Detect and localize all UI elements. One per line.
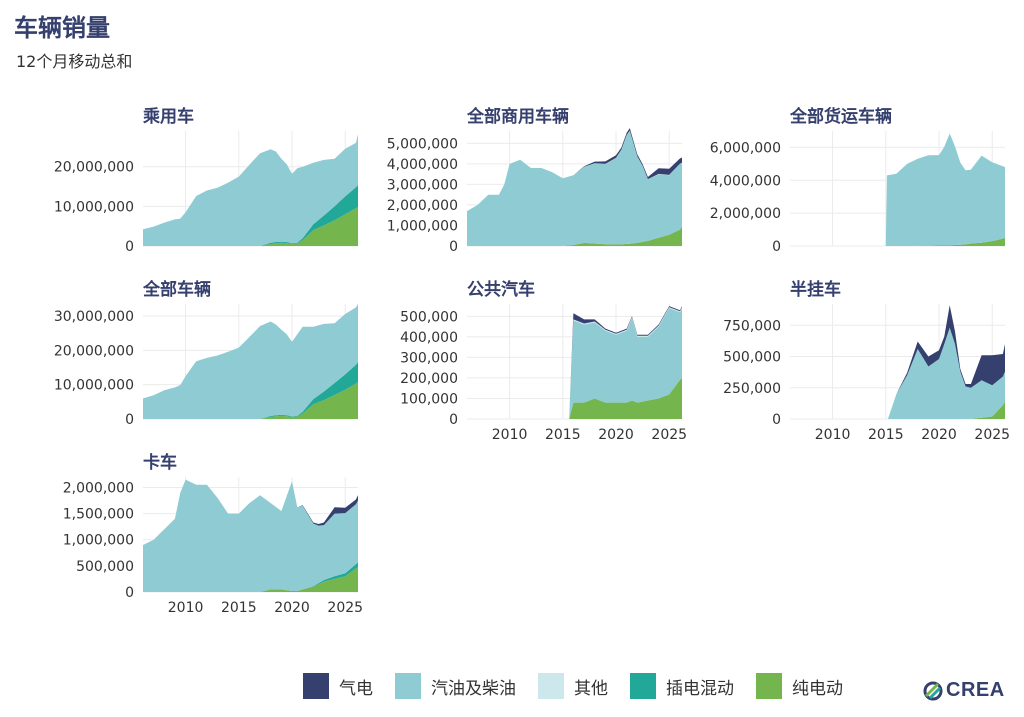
x-tick-label: 2025 (327, 600, 363, 616)
chart-panel-4: 全部车辆 0 10,000,000 20,000,000 30,000,000 (54, 279, 358, 428)
legend-swatch-bev (756, 673, 782, 699)
x-tick-label: 2015 (545, 427, 581, 443)
x-tick-label: 2020 (274, 600, 310, 616)
y-tick-label: 0 (449, 412, 458, 428)
area-ice (143, 479, 358, 592)
y-tick-label: 0 (449, 239, 458, 255)
y-tick-label: 400,000 (400, 330, 458, 346)
legend-label-other: 其他 (574, 678, 608, 699)
chart-panel-1: 乘用车 0 10,000,000 20,000,000 (54, 106, 358, 255)
legend-item-other: 其他 (538, 673, 608, 699)
crea-logo: CREA (923, 679, 1005, 702)
chart-panel-7: 卡车 0 500,000 1,000,000 1,500,000 2,000,000 201… (63, 452, 363, 616)
area-bev (562, 377, 682, 419)
y-tick-label: 500,000 (76, 559, 134, 575)
y-tick-label: 10,000,000 (54, 378, 134, 394)
legend-item-phev: 插电混动 (630, 673, 734, 699)
y-tick-label: 750,000 (723, 318, 781, 334)
y-tick-label: 2,000,000 (710, 206, 781, 222)
legend-swatch-ice (395, 673, 421, 699)
legend-item-cng: 气电 (303, 673, 373, 699)
y-tick-label: 200,000 (400, 371, 458, 387)
area-cng (562, 306, 682, 419)
legend-label-cng: 气电 (339, 678, 373, 699)
y-tick-label: 20,000,000 (54, 160, 134, 176)
y-tick-label: 4,000,000 (387, 157, 458, 173)
y-tick-label: 3,000,000 (387, 177, 458, 193)
y-tick-label: 100,000 (400, 391, 458, 407)
chart-panel-6: 半挂车 0 250,000 500,000 750,000 2010 2015 2020 202… (723, 279, 1010, 443)
panel-title: 公共汽车 (467, 279, 535, 300)
crea-logo-text: CREA (946, 679, 1005, 701)
chart-panel-2: 全部商用车辆 0 1,000,000 2,000,000 3,000,000 4,000,… (387, 106, 682, 255)
x-tick-label: 2015 (221, 600, 257, 616)
panel-title: 卡车 (143, 452, 177, 473)
y-tick-label: 1,500,000 (63, 507, 134, 523)
y-tick-label: 250,000 (723, 381, 781, 397)
x-tick-label: 2025 (974, 427, 1010, 443)
page-title: 车辆销量 (14, 14, 110, 42)
x-tick-label: 2010 (492, 427, 528, 443)
area-ice (885, 327, 1005, 419)
chart-panel-5: 公共汽车 0 100,000 200,000 300,000 400,000 500,000… (400, 279, 687, 443)
area-bev (885, 401, 1005, 419)
legend-label-ice: 汽油及柴油 (431, 678, 516, 699)
area-ice (467, 130, 682, 246)
legend-swatch-other (538, 673, 564, 699)
y-tick-label: 6,000,000 (710, 140, 781, 156)
crea-logo-icon (923, 681, 943, 700)
area-ice (143, 303, 358, 419)
area-ice (885, 133, 1005, 246)
panel-title: 全部商用车辆 (466, 106, 569, 127)
area-cng (885, 305, 1005, 419)
area-bev (143, 566, 358, 592)
x-tick-label: 2015 (868, 427, 904, 443)
legend-item-ice: 汽油及柴油 (395, 673, 516, 699)
y-tick-label: 2,000,000 (63, 480, 134, 496)
panel-title: 乘用车 (142, 106, 194, 127)
legend-swatch-cng (303, 673, 329, 699)
x-tick-label: 2010 (168, 600, 204, 616)
y-tick-label: 4,000,000 (710, 173, 781, 189)
y-tick-label: 30,000,000 (54, 309, 134, 325)
y-tick-label: 1,000,000 (387, 218, 458, 234)
y-tick-label: 500,000 (723, 350, 781, 366)
legend-item-bev: 纯电动 (756, 673, 843, 699)
x-tick-label: 2025 (651, 427, 687, 443)
chart-panel-3: 全部货运车辆 0 2,000,000 4,000,000 6,000,000 (710, 106, 1005, 255)
y-tick-label: 2,000,000 (387, 198, 458, 214)
y-tick-label: 20,000,000 (54, 343, 134, 359)
panel-title: 全部货运车辆 (789, 106, 892, 127)
y-tick-label: 0 (772, 412, 781, 428)
area-bev (467, 226, 682, 246)
x-tick-label: 2010 (815, 427, 851, 443)
y-tick-label: 0 (125, 412, 134, 428)
y-tick-label: 5,000,000 (387, 136, 458, 152)
legend: 气电 汽油及柴油 其他 插电混动 纯电动 (303, 672, 865, 700)
area-ice (562, 308, 682, 419)
legend-label-bev: 纯电动 (792, 678, 843, 699)
panel-title: 全部车辆 (142, 279, 211, 300)
page-subtitle: 12个月移动总和 (16, 52, 133, 71)
y-tick-label: 0 (125, 239, 134, 255)
area-ice (143, 134, 358, 246)
legend-label-phev: 插电混动 (666, 678, 734, 699)
y-tick-label: 0 (125, 585, 134, 601)
area-bev (885, 237, 1005, 246)
y-tick-label: 10,000,000 (54, 199, 134, 215)
y-tick-label: 0 (772, 239, 781, 255)
y-tick-label: 500,000 (400, 309, 458, 325)
x-tick-label: 2020 (921, 427, 957, 443)
y-tick-label: 1,000,000 (63, 533, 134, 549)
area-bev (143, 381, 358, 419)
x-tick-label: 2020 (598, 427, 634, 443)
legend-swatch-phev (630, 673, 656, 699)
y-tick-label: 300,000 (400, 350, 458, 366)
panel-title: 半挂车 (790, 279, 841, 300)
area-bev (143, 207, 358, 246)
